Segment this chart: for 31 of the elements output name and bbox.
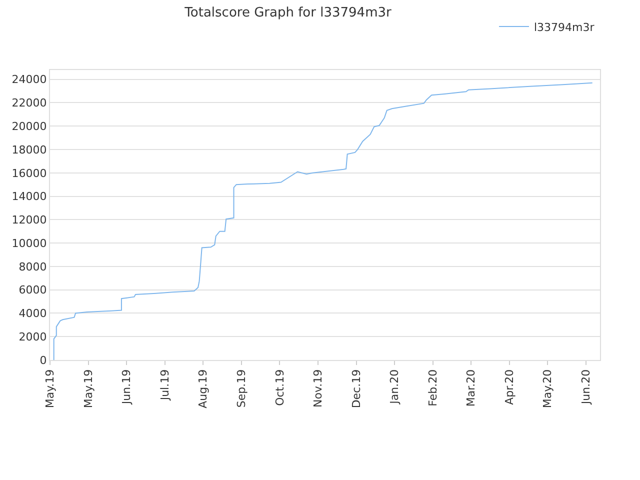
y-tick-label: 14000 bbox=[12, 190, 47, 204]
x-tick-label: Jun.20 bbox=[580, 369, 593, 406]
x-tick-label: Apr.20 bbox=[502, 369, 516, 405]
y-tick-label: 8000 bbox=[18, 260, 47, 274]
x-tick-label: Feb.20 bbox=[426, 369, 440, 406]
y-tick-label: 16000 bbox=[12, 166, 47, 180]
y-tick-label: 10000 bbox=[12, 236, 47, 250]
y-tick-label: 6000 bbox=[18, 284, 47, 297]
x-tick-label: Mar.20 bbox=[464, 369, 478, 407]
y-tick-label: 22000 bbox=[12, 96, 47, 110]
y-tick-label: 24000 bbox=[12, 73, 47, 86]
x-tick-label: Jul.19 bbox=[158, 369, 172, 402]
x-tick-label: May.20 bbox=[541, 369, 554, 408]
legend-label: l33794m3r bbox=[534, 20, 595, 34]
y-tick-label: 4000 bbox=[18, 307, 47, 320]
line-series bbox=[53, 82, 593, 360]
y-tick-label: 18000 bbox=[12, 143, 47, 156]
chart-title: Totalscore Graph for l33794m3r bbox=[184, 5, 392, 20]
y-tick-label: 2000 bbox=[18, 330, 47, 344]
x-tick-label: Oct.19 bbox=[273, 369, 286, 406]
x-tick-label: Jan.20 bbox=[388, 369, 402, 405]
x-tick-label: May.19 bbox=[82, 369, 95, 408]
y-tick-label: 12000 bbox=[12, 214, 47, 227]
y-tick-label: 0 bbox=[40, 354, 47, 367]
x-tick-label: Nov.19 bbox=[312, 369, 325, 408]
x-tick-label: Dec.19 bbox=[350, 369, 363, 408]
x-tick-label: Jun.19 bbox=[120, 369, 134, 406]
x-tick-label: May.19 bbox=[44, 369, 57, 408]
y-tick-label: 20000 bbox=[12, 120, 47, 133]
x-tick-label: Aug.19 bbox=[196, 369, 210, 408]
x-tick-label: Sep.19 bbox=[234, 369, 248, 408]
